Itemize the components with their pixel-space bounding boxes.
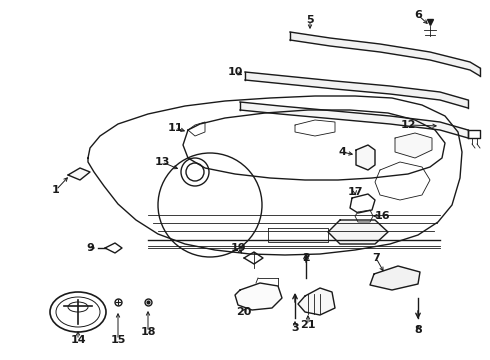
Text: 9: 9 (86, 243, 94, 253)
Text: 5: 5 (306, 15, 314, 25)
Text: 10: 10 (227, 67, 243, 77)
Text: 18: 18 (140, 327, 156, 337)
Text: 1: 1 (52, 185, 60, 195)
Text: 8: 8 (414, 325, 422, 335)
Polygon shape (395, 133, 432, 158)
Text: 7: 7 (372, 253, 380, 263)
Text: 6: 6 (414, 10, 422, 20)
Polygon shape (245, 72, 468, 108)
Text: 16: 16 (374, 211, 390, 221)
Text: 21: 21 (300, 320, 316, 330)
Polygon shape (298, 288, 335, 315)
Text: 13: 13 (154, 157, 170, 167)
Text: 19: 19 (230, 243, 246, 253)
Text: 2: 2 (302, 253, 310, 263)
Polygon shape (290, 32, 480, 76)
Text: 4: 4 (338, 147, 346, 157)
Polygon shape (328, 220, 388, 244)
Text: 17: 17 (347, 187, 363, 197)
Polygon shape (68, 168, 90, 180)
Text: 14: 14 (70, 335, 86, 345)
Text: 3: 3 (291, 323, 299, 333)
Text: 20: 20 (236, 307, 252, 317)
Polygon shape (240, 102, 468, 138)
Polygon shape (356, 145, 375, 170)
Text: 15: 15 (110, 335, 126, 345)
Text: 12: 12 (400, 120, 416, 130)
Text: 11: 11 (167, 123, 183, 133)
Polygon shape (370, 266, 420, 290)
